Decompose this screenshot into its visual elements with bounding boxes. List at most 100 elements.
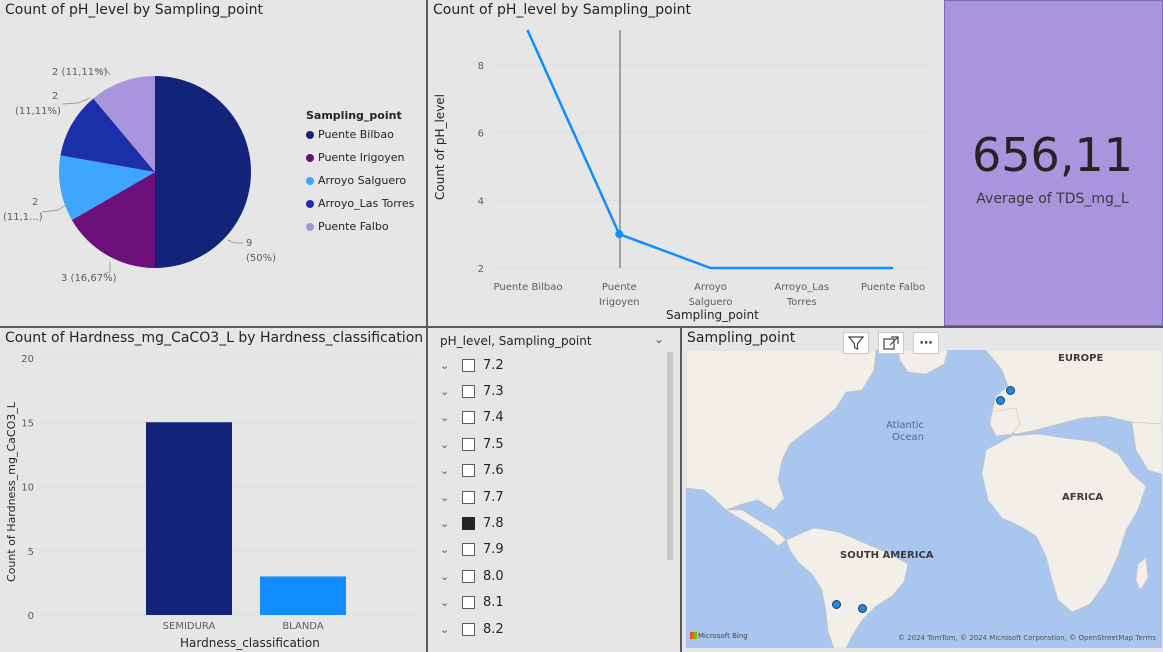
- pie-slice[interactable]: [58, 155, 155, 220]
- slicer-scrollbar[interactable]: [667, 352, 673, 560]
- chevron-down-icon[interactable]: ⌄: [440, 543, 450, 557]
- slicer-item-label: 7.2: [483, 357, 504, 373]
- chevron-down-icon[interactable]: ⌄: [654, 332, 665, 346]
- legend-label: Puente Falbo: [318, 220, 389, 233]
- checkbox[interactable]: [462, 622, 475, 636]
- pie-slice[interactable]: [155, 76, 251, 268]
- chevron-down-icon[interactable]: ⌄: [440, 384, 450, 398]
- slicer-item[interactable]: ⌄ 7.4: [440, 405, 504, 431]
- slicer-item[interactable]: ⌄ 7.2: [440, 352, 504, 378]
- slicer-item[interactable]: ⌄ 7.5: [440, 431, 504, 457]
- pie-legend-item[interactable]: Arroyo_Las Torres: [306, 197, 414, 210]
- checkbox[interactable]: [462, 596, 475, 610]
- checkbox[interactable]: [462, 358, 475, 372]
- kpi-background: [944, 0, 1163, 326]
- x-tick-label: Torres: [786, 297, 817, 308]
- slicer-item-label: 7.3: [483, 383, 504, 399]
- map-point[interactable]: [1006, 386, 1015, 395]
- chevron-down-icon[interactable]: ⌄: [440, 516, 450, 530]
- filter-icon[interactable]: [843, 332, 869, 354]
- legend-swatch: [306, 222, 314, 231]
- pie-legend-item[interactable]: Puente Irigoyen: [306, 151, 405, 164]
- slicer-item-label: 8.0: [483, 568, 504, 584]
- chevron-down-icon[interactable]: ⌄: [440, 411, 450, 425]
- pie-legend-title: Sampling_point: [306, 109, 402, 122]
- divider: [426, 0, 428, 326]
- more-options-icon[interactable]: ⋯: [913, 332, 939, 354]
- line-y-axis-label: Count of pH_level: [433, 94, 447, 200]
- checkbox[interactable]: [462, 490, 475, 504]
- pie-slice[interactable]: [71, 172, 155, 268]
- bar-chart[interactable]: 20 15 10 5 0 SEMIDURA BLANDA Count of Hardnes…: [0, 328, 426, 652]
- slicer-item[interactable]: ⌄ 7.6: [440, 458, 504, 484]
- slicer-panel[interactable]: pH_level, Sampling_point ⌄ ⌄ 7.2 ⌄ 7.3 ⌄ 7.4 ⌄…: [428, 328, 680, 652]
- legend-swatch: [306, 153, 314, 162]
- line-point[interactable]: [615, 230, 624, 239]
- y-tick-label: 2: [478, 264, 484, 275]
- pie-chart[interactable]: 9 (50%) 3 (16,67%) 2 (11,1...) 2 (11,11%…: [0, 0, 426, 326]
- map-point[interactable]: [996, 396, 1005, 405]
- slicer-item[interactable]: ⌄ 8.1: [440, 590, 504, 616]
- pie-legend-item[interactable]: Puente Bilbao: [306, 128, 394, 141]
- legend-label: Arroyo Salguero: [318, 174, 407, 187]
- pie-slice[interactable]: [93, 76, 155, 172]
- divider: [0, 326, 1163, 328]
- map-land: [686, 350, 1162, 648]
- focus-mode-icon[interactable]: [878, 332, 904, 354]
- x-tick-label: Irigoyen: [599, 297, 640, 308]
- pie-label-bilbao-pct: (50%): [246, 253, 276, 264]
- x-tick-label: Salguero: [688, 297, 732, 308]
- checkbox[interactable]: [462, 384, 475, 398]
- line-chart[interactable]: 8 6 4 2 Puente Bilbao Puente Irigoyen Arroyo Sa…: [428, 0, 940, 326]
- chevron-down-icon[interactable]: ⌄: [440, 490, 450, 504]
- y-tick-label: 4: [478, 196, 484, 207]
- line-chart-panel[interactable]: Count of pH_level by Sampling_point 8 6 4 2…: [428, 0, 940, 326]
- bar-chart-panel[interactable]: Count of Hardness_mg_CaCO3_L by Hardness…: [0, 328, 426, 652]
- map-panel[interactable]: Sampling_point EUROPE AFRICA SOUTH AMERI…: [682, 328, 1163, 652]
- checkbox[interactable]: [462, 411, 475, 425]
- y-tick-label: 6: [478, 129, 484, 140]
- slicer-item-label: 8.2: [483, 621, 504, 637]
- chevron-down-icon[interactable]: ⌄: [440, 596, 450, 610]
- chevron-down-icon[interactable]: ⌄: [440, 437, 450, 451]
- kpi-label: Average of TDS_mg_L: [976, 191, 1129, 207]
- chevron-down-icon[interactable]: ⌄: [440, 464, 450, 478]
- divider: [680, 328, 682, 652]
- map-point[interactable]: [858, 604, 867, 613]
- map-label-south-america: SOUTH AMERICA: [840, 550, 934, 561]
- slicer-item[interactable]: ⌄ 7.7: [440, 484, 504, 510]
- x-tick-label: Puente Bilbao: [494, 282, 563, 293]
- map-title: Sampling_point: [687, 330, 796, 346]
- world-map[interactable]: EUROPE AFRICA SOUTH AMERICA Atlantic Oce…: [686, 350, 1162, 648]
- map-attribution[interactable]: © 2024 TomTom, © 2024 Microsoft Corporat…: [897, 634, 1156, 642]
- pie-slice[interactable]: [60, 98, 156, 172]
- slicer-item[interactable]: ⌄ 7.9: [440, 537, 504, 563]
- slicer-item[interactable]: ⌄ 8.0: [440, 563, 504, 589]
- checkbox[interactable]: [462, 464, 475, 478]
- bar[interactable]: [260, 576, 346, 615]
- map-label-ocean-line1: Atlantic: [886, 420, 925, 431]
- chevron-down-icon[interactable]: ⌄: [440, 358, 450, 372]
- checkbox[interactable]: [462, 437, 475, 451]
- pie-legend-item[interactable]: Arroyo Salguero: [306, 174, 406, 187]
- pie-legend-item[interactable]: Puente Falbo: [306, 220, 389, 233]
- x-tick-label: BLANDA: [282, 621, 324, 632]
- checkbox[interactable]: [462, 516, 475, 530]
- slicer-item[interactable]: ⌄ 7.3: [440, 378, 504, 404]
- map-label-africa: AFRICA: [1062, 492, 1104, 503]
- pie-chart-title: Count of pH_level by Sampling_point: [5, 2, 263, 18]
- line-x-axis-label: Sampling_point: [666, 308, 759, 322]
- kpi-card[interactable]: 656,11 Average of TDS_mg_L: [942, 0, 1163, 326]
- slicer-item-label: 7.9: [483, 542, 504, 558]
- y-tick-label: 5: [28, 547, 34, 558]
- chevron-down-icon[interactable]: ⌄: [440, 569, 450, 583]
- checkbox[interactable]: [462, 543, 475, 557]
- pie-chart-panel[interactable]: Count of pH_level by Sampling_point 9 (5…: [0, 0, 426, 326]
- checkbox[interactable]: [462, 569, 475, 583]
- map-point[interactable]: [832, 600, 841, 609]
- slicer-item[interactable]: ⌄ 8.2: [440, 616, 504, 642]
- chevron-down-icon[interactable]: ⌄: [440, 622, 450, 636]
- pie-label-bilbao-count: 9: [246, 238, 252, 249]
- bar[interactable]: [146, 422, 232, 615]
- slicer-item[interactable]: ⌄ 7.8: [440, 510, 504, 536]
